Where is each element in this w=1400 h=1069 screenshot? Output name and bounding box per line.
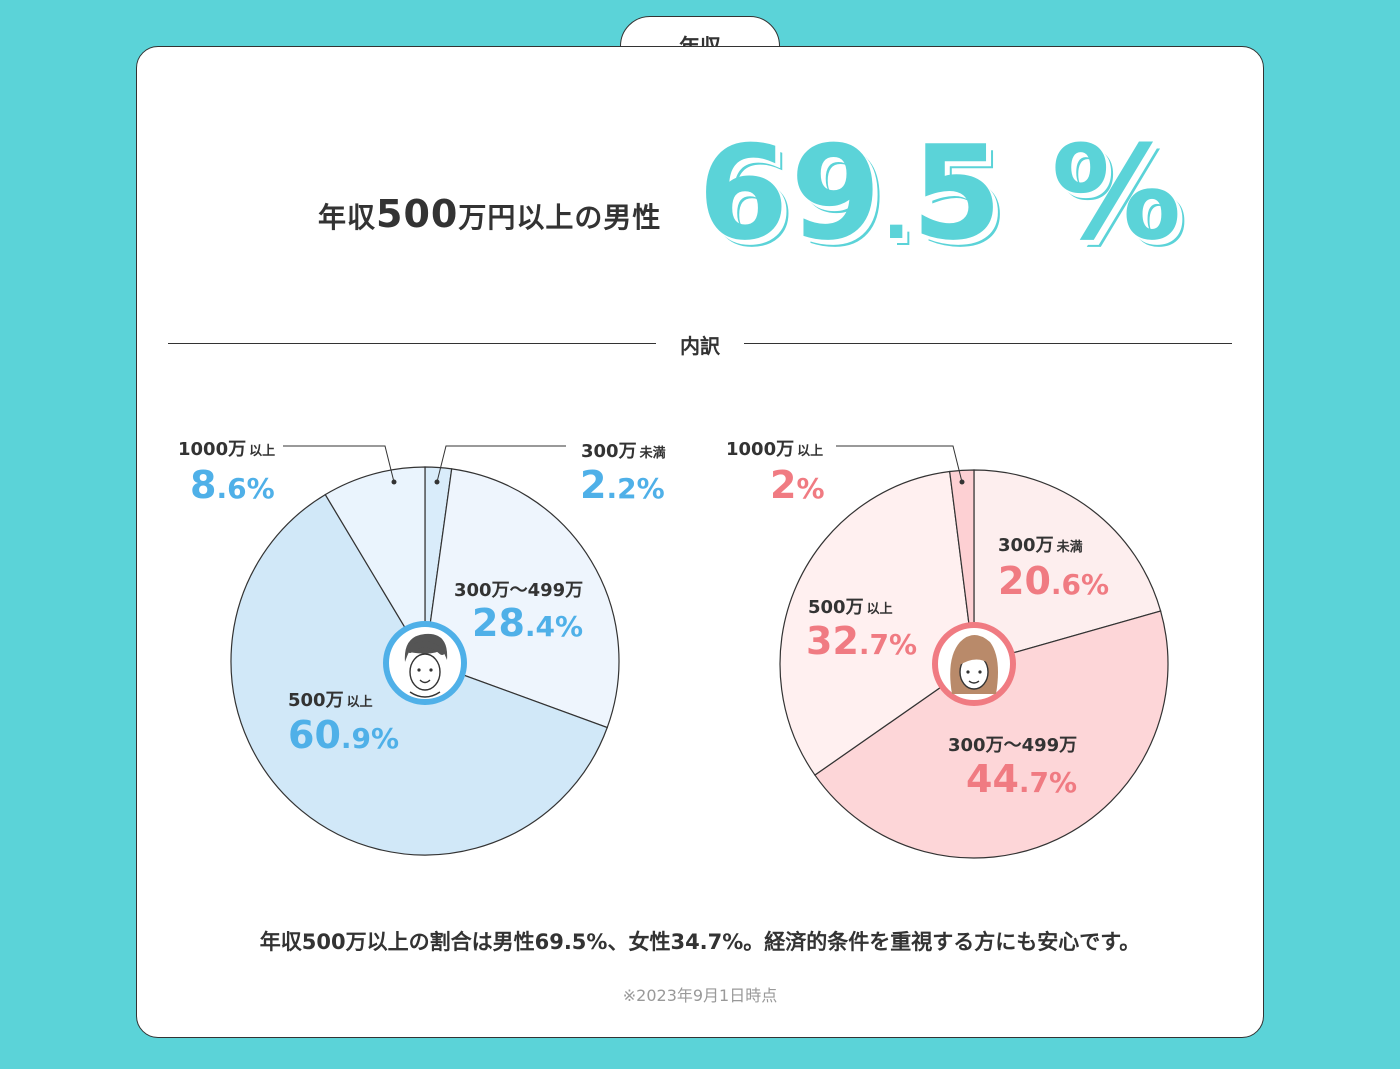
female-label-500-over: 500万 以上	[808, 597, 893, 618]
female-slice-0	[973, 469, 1162, 665]
male-label-under300: 300万 未満	[581, 441, 666, 462]
headline-label: 年収500万円以上の男性	[318, 192, 661, 236]
divider-line-right	[744, 343, 1232, 344]
male-label-300-499: 300万～499万	[454, 580, 584, 601]
male-pie-chart	[230, 466, 620, 856]
headline-percentage: 69.5 %	[698, 128, 1184, 258]
male-value-300-499: 28.4%	[472, 601, 584, 645]
female-pie-chart	[779, 469, 1169, 859]
male-slice-1	[424, 468, 620, 729]
male-label-1000-over: 1000万 以上	[178, 439, 276, 460]
date-note: ※2023年9月1日時点	[622, 986, 778, 1005]
male-slice-3	[324, 466, 426, 664]
male-value-under300: 2.2%	[580, 463, 665, 507]
headline-number: 500	[376, 192, 459, 236]
female-slice-2	[779, 470, 975, 776]
headline-percentage-int: 69	[698, 117, 883, 269]
divider-line-left	[168, 343, 656, 344]
leader-dot-0	[391, 479, 397, 485]
female-value-300-499: 44.7%	[966, 757, 1078, 801]
woman-avatar-icon	[932, 622, 1016, 706]
headline-suffix: 万円以上の男性	[458, 201, 662, 234]
female-value-1000-over: 2%	[770, 463, 825, 507]
headline-percentage-dec: 5	[911, 117, 1004, 269]
female-slice-1	[814, 610, 1169, 859]
male-leader-under300	[436, 445, 566, 483]
female-value-500-over: 32.7%	[806, 619, 918, 663]
summary-text: 年収500万以上の割合は男性69.5%、女性34.7%。経済的条件を重視する方に…	[259, 930, 1141, 954]
male-leader-1000	[283, 445, 395, 483]
divider-label: 内訳	[680, 334, 720, 358]
female-value-under300: 20.6%	[998, 559, 1110, 603]
male-value-1000-over: 8.6%	[190, 463, 275, 507]
female-label-1000-over: 1000万 以上	[726, 439, 824, 460]
female-label-300-499: 300万～499万	[948, 735, 1078, 756]
headline-percentage-unit: %	[1003, 117, 1184, 269]
leader-dot-1	[434, 479, 440, 485]
female-label-under300: 300万 未満	[998, 535, 1083, 556]
headline-percentage-dot: .	[882, 173, 912, 255]
leader-dot-2	[959, 479, 965, 485]
man-avatar-icon	[383, 621, 467, 705]
female-leader-1000	[836, 445, 963, 483]
male-label-500-over: 500万 以上	[288, 690, 373, 711]
headline-prefix: 年収	[318, 201, 377, 234]
male-value-500-over: 60.9%	[288, 713, 400, 757]
female-slice-3	[949, 469, 975, 665]
